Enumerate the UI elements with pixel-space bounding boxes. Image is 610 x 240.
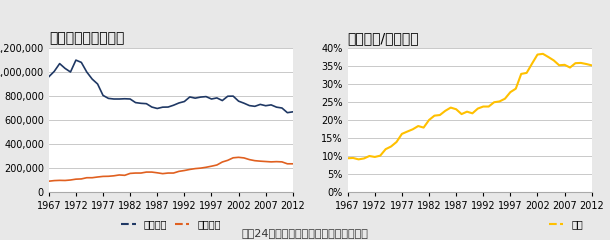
Legend: 婚姻件数, 離婚件数: 婚姻件数, 離婚件数 <box>117 216 224 233</box>
Text: 婚姻件数と離婚件数: 婚姻件数と離婚件数 <box>49 31 124 45</box>
Text: 離婚件数/婚姻件数: 離婚件数/婚姻件数 <box>348 31 419 45</box>
Text: 平成24年人口動態統計資料　厚生労働省: 平成24年人口動態統計資料 厚生労働省 <box>242 228 368 238</box>
Legend: 比率: 比率 <box>545 216 587 233</box>
